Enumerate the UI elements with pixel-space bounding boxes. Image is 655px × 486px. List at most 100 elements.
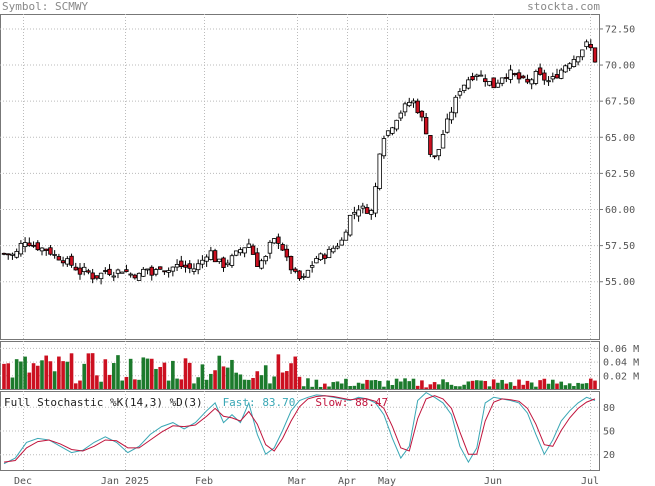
- stochastic-panel: 80 50 20: [0, 391, 615, 471]
- candle: [423, 113, 429, 135]
- candle: [208, 246, 214, 261]
- volume-bar: [263, 365, 268, 389]
- volume-bar: [221, 366, 226, 389]
- volume-bar: [301, 386, 306, 389]
- candle: [242, 247, 247, 258]
- volume-bar: [441, 379, 445, 389]
- candle-body: [402, 103, 408, 113]
- candle: [204, 254, 209, 267]
- volume-bar: [521, 384, 526, 389]
- candle: [364, 203, 370, 214]
- candle: [288, 255, 294, 274]
- candle-body: [571, 59, 577, 67]
- candle-body: [276, 236, 281, 244]
- volume-bar: [318, 386, 323, 389]
- candle: [183, 260, 188, 273]
- candle-body: [18, 242, 24, 255]
- volume-bar: [348, 386, 352, 389]
- volume-bar: [90, 353, 95, 389]
- volume-bar: [175, 378, 179, 389]
- candle: [301, 273, 306, 280]
- candle-body: [124, 269, 129, 272]
- candle-body: [331, 247, 336, 253]
- candle: [335, 242, 340, 250]
- candle-body: [580, 49, 585, 58]
- candle: [436, 149, 442, 161]
- volume-bar: [179, 379, 184, 389]
- candle: [550, 72, 555, 83]
- candle-body: [284, 248, 290, 258]
- volume-bar: [242, 379, 247, 389]
- price-tick-label: 65.00: [605, 133, 635, 144]
- volume-bar: [234, 372, 238, 389]
- x-tick-label: Jul: [581, 476, 599, 486]
- candle: [546, 76, 551, 86]
- candle: [18, 240, 24, 257]
- candle-body: [48, 247, 53, 255]
- volume-bar: [166, 380, 171, 389]
- volume-bar: [403, 378, 407, 389]
- price-tick-label: 55.00: [605, 277, 635, 288]
- candle-body: [369, 210, 374, 215]
- volume-bar: [31, 363, 36, 389]
- volume-tick-label: 0.02 M: [603, 371, 639, 382]
- volume-bar: [529, 382, 534, 389]
- candle: [537, 63, 543, 76]
- volume-bar: [466, 381, 471, 389]
- candle: [60, 256, 66, 267]
- stochastic-line-slow: [3, 395, 596, 463]
- candle: [246, 238, 252, 248]
- candle: [153, 267, 159, 277]
- volume-bar: [107, 374, 112, 389]
- candle-body: [377, 153, 382, 189]
- candle-body: [318, 253, 323, 260]
- volume-bar: [559, 381, 564, 389]
- volume-bar: [183, 358, 188, 389]
- candle: [73, 262, 78, 271]
- volume-bar: [394, 378, 399, 389]
- candle-body: [204, 256, 209, 262]
- candle-body: [107, 268, 112, 275]
- candle: [82, 262, 87, 276]
- candle: [56, 253, 62, 261]
- candle-body: [542, 72, 547, 81]
- volume-bar: [310, 386, 314, 389]
- candle: [571, 55, 577, 68]
- candle: [449, 106, 454, 124]
- candle-body: [1, 252, 7, 255]
- candle-body: [352, 211, 357, 215]
- volume-bar: [27, 372, 32, 389]
- candle: [111, 271, 116, 282]
- candle-body: [461, 84, 467, 91]
- volume-bar: [576, 382, 580, 389]
- candle-body: [69, 255, 74, 266]
- volume-bar: [593, 380, 597, 389]
- brand-label[interactable]: stockta.com: [527, 0, 600, 13]
- candle: [52, 250, 57, 259]
- candle-body: [390, 127, 395, 134]
- candle: [179, 255, 184, 269]
- candle: [580, 49, 585, 61]
- candle: [398, 110, 404, 122]
- candle-body: [385, 130, 391, 136]
- candle-body: [356, 209, 361, 217]
- candle-body: [200, 259, 205, 265]
- candle: [238, 247, 243, 256]
- volume-bar: [365, 379, 369, 389]
- candle-body: [149, 266, 154, 276]
- candle: [461, 84, 467, 94]
- stochastic-tick-label: 50: [603, 427, 615, 438]
- candle-body: [592, 47, 598, 63]
- candle-body: [508, 69, 513, 80]
- candle-body: [487, 81, 492, 86]
- volume-bar: [517, 379, 521, 389]
- candle: [98, 272, 104, 285]
- candle-body: [297, 270, 302, 280]
- candle-body: [575, 56, 581, 63]
- candle: [499, 77, 505, 87]
- candle-body: [432, 155, 437, 158]
- volume-bar: [99, 381, 103, 389]
- candle: [584, 39, 589, 50]
- candle-body: [478, 74, 484, 77]
- candle-body: [179, 260, 184, 267]
